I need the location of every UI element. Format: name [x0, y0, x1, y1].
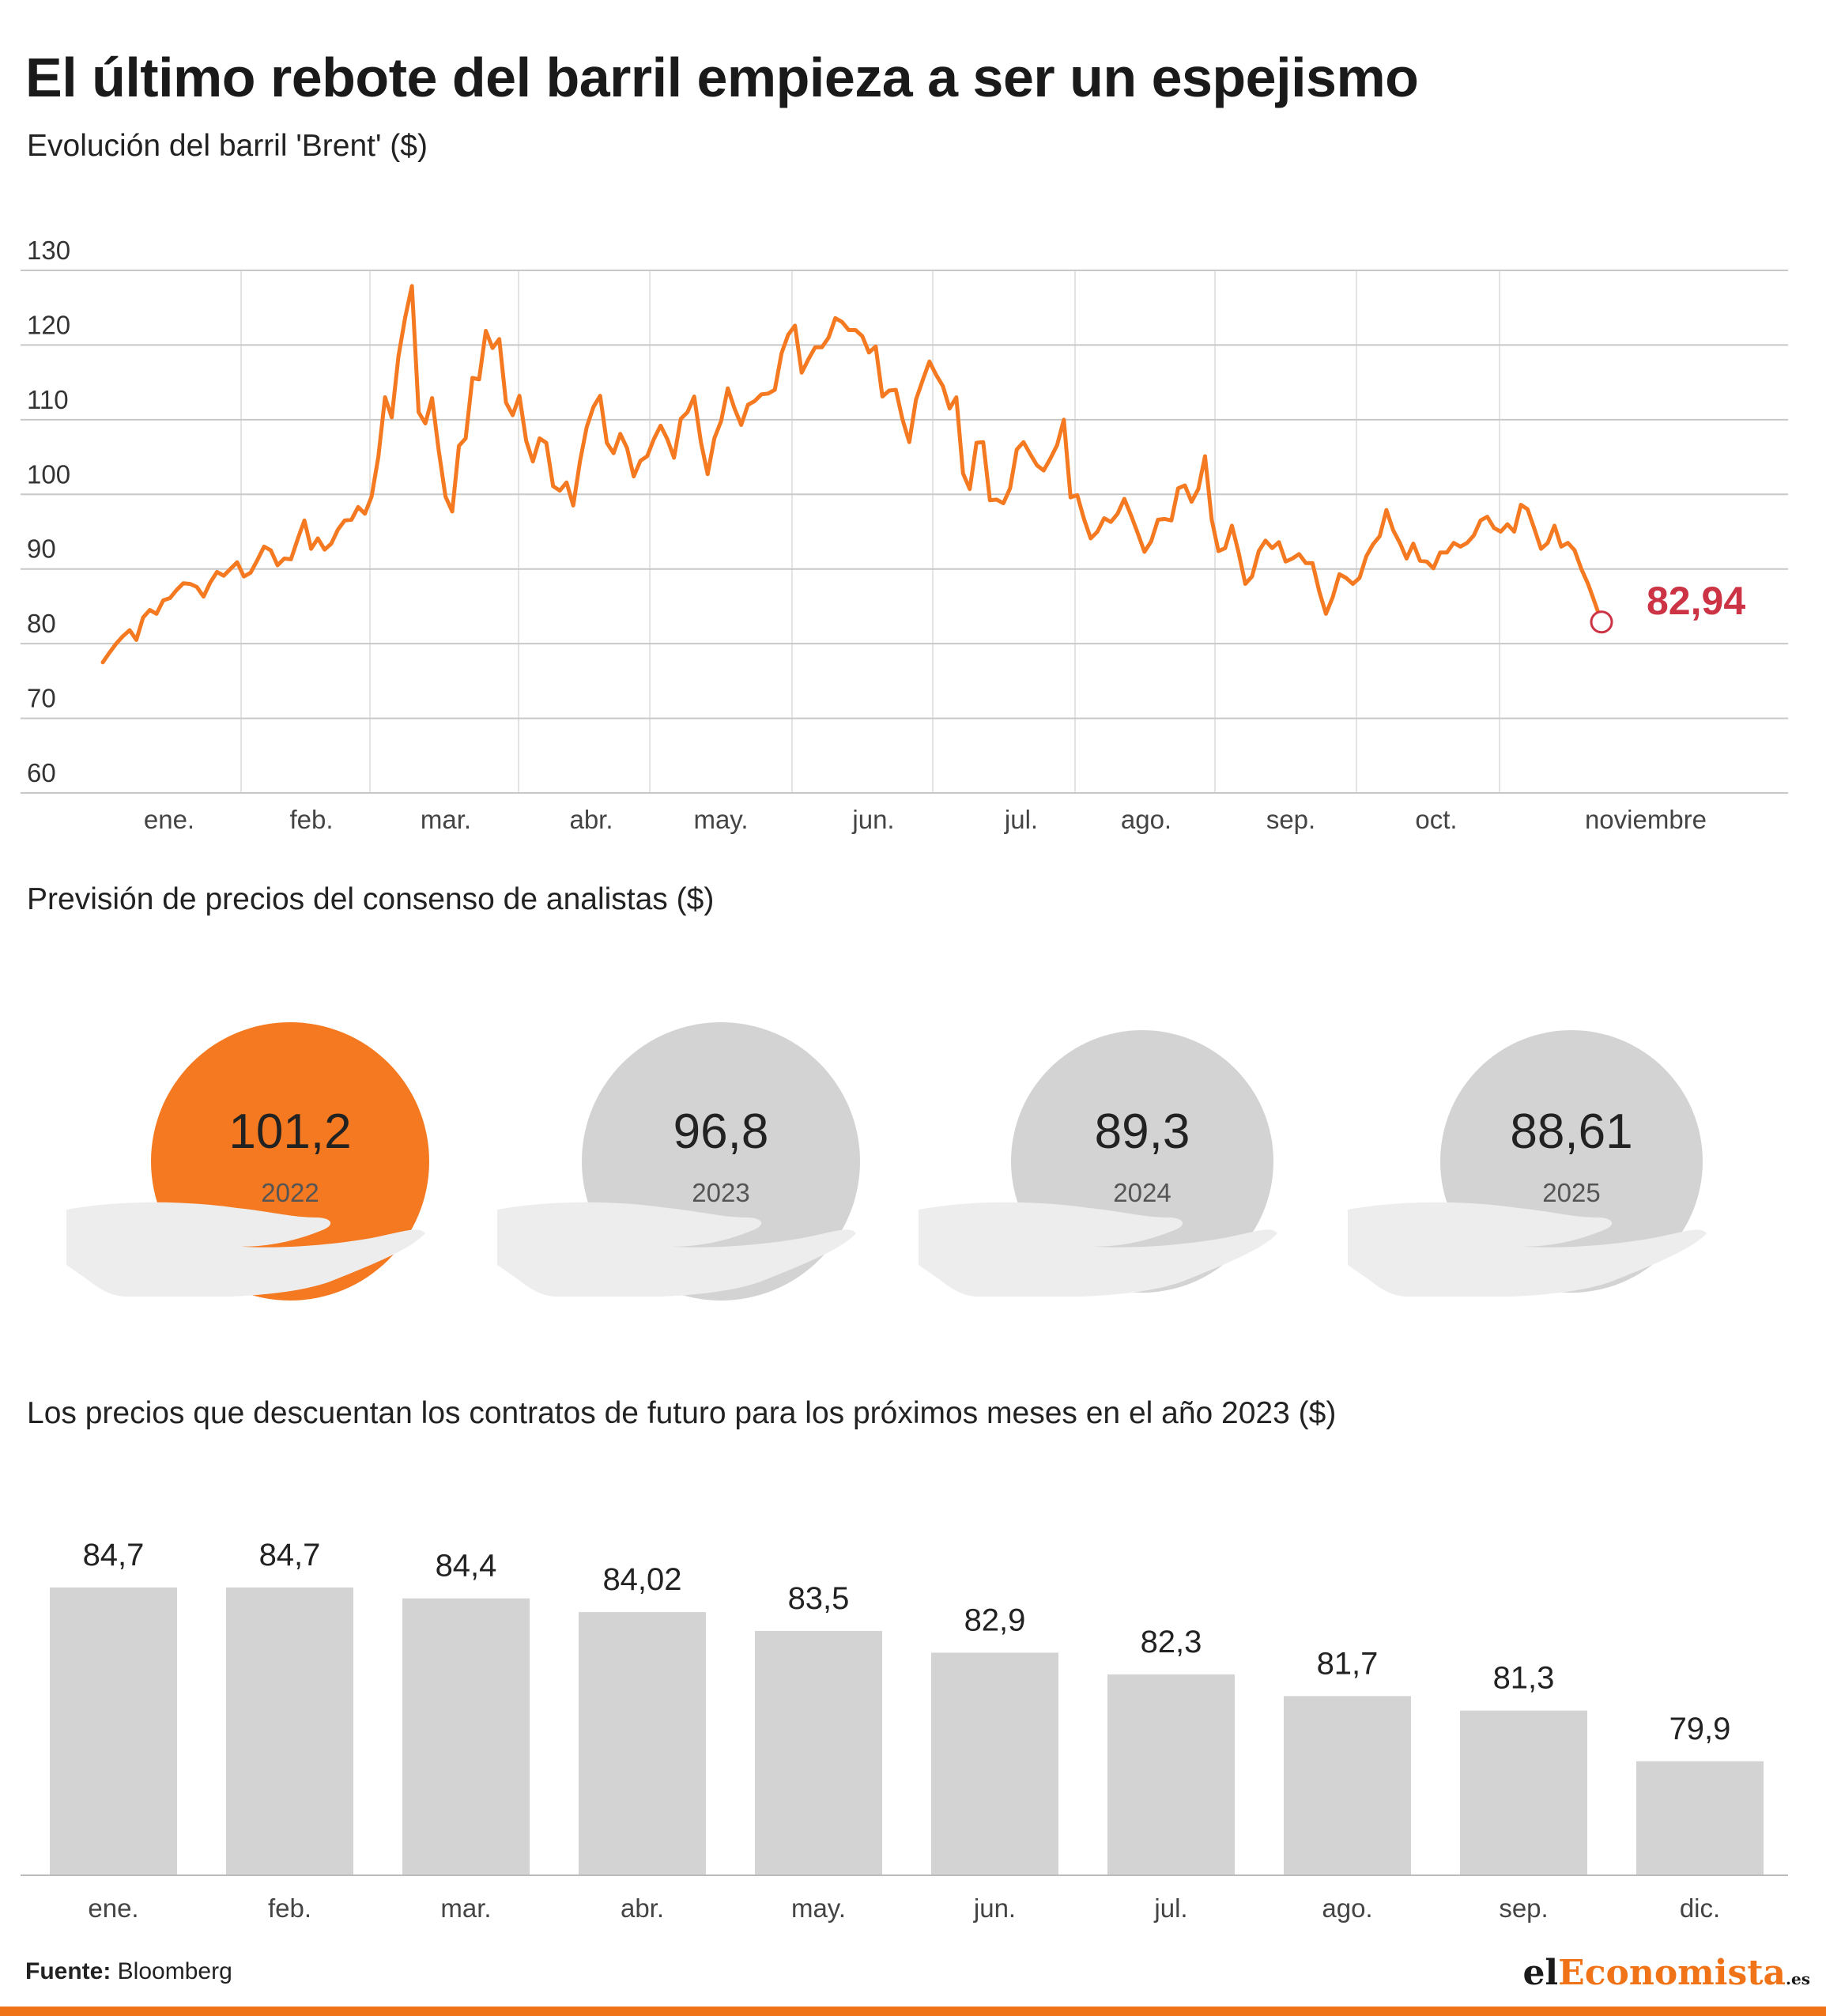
futures-bar-value: 81,7	[1317, 1646, 1379, 1681]
source-label: Fuente:	[25, 1958, 111, 1984]
last-value-marker	[1590, 610, 1613, 634]
y-tick-label: 80	[27, 609, 56, 638]
brent-chart-subtitle: Evolución del barril 'Brent' ($)	[27, 129, 428, 163]
forecast-value: 101,2	[228, 1104, 351, 1159]
x-tick-label: noviembre	[1585, 805, 1707, 834]
y-tick-label: 90	[27, 534, 56, 564]
hand-icon	[497, 1202, 856, 1297]
source-note: Fuente: Bloomberg	[25, 1958, 232, 1985]
x-tick-label: mar.	[421, 805, 471, 834]
x-tick-label: ene.	[144, 805, 194, 834]
forecast-value: 88,61	[1510, 1104, 1632, 1159]
brent-line-chart: 130 120 110 100 90 80 70 60 ene. feb. mar. abr. may.…	[21, 236, 1788, 834]
forecast-item-2024: 89,3 2024	[919, 1030, 1277, 1297]
forecast-year: 2024	[1113, 1178, 1171, 1207]
futures-bar	[402, 1598, 530, 1875]
futures-bar-value: 84,7	[259, 1538, 321, 1572]
futures-x-label: mar.	[440, 1893, 491, 1923]
forecast-bubbles: 101,2 2022 96,8 2023 89,3 2024 88,61 2025	[66, 1022, 1707, 1301]
forecast-item-2022: 101,2 2022	[66, 1022, 429, 1301]
futures-bar	[755, 1630, 882, 1875]
futures-bar-value: 79,9	[1669, 1712, 1731, 1746]
futures-bar	[1284, 1696, 1411, 1875]
y-tick-label: 120	[27, 310, 70, 339]
futures-x-label: may.	[791, 1893, 846, 1923]
y-tick-label: 100	[27, 459, 70, 489]
futures-x-label: ago.	[1322, 1893, 1372, 1923]
x-tick-label: sep.	[1266, 805, 1315, 834]
futures-x-label: feb.	[268, 1893, 311, 1923]
y-tick-label: 60	[27, 758, 56, 787]
hand-icon	[919, 1202, 1277, 1297]
hand-icon	[1348, 1202, 1707, 1297]
futures-x-label: abr.	[621, 1893, 664, 1923]
forecast-year: 2025	[1542, 1178, 1600, 1207]
futures-bar	[579, 1612, 706, 1875]
y-tick-label: 130	[27, 236, 70, 265]
futures-bar-value: 84,02	[602, 1562, 681, 1597]
futures-bar-value: 83,5	[788, 1581, 850, 1616]
futures-bar-value: 81,3	[1493, 1661, 1555, 1696]
last-value-label: 82,94	[1647, 579, 1745, 623]
futures-bar-value: 84,7	[83, 1538, 145, 1572]
futures-bar-value: 82,3	[1141, 1625, 1202, 1659]
x-tick-label: jul.	[1004, 805, 1038, 834]
x-tick-label: may.	[693, 805, 748, 834]
x-tick-label: ago.	[1121, 805, 1171, 834]
futures-bar	[50, 1588, 177, 1875]
futures-bar-value: 82,9	[964, 1603, 1026, 1637]
forecast-value: 96,8	[673, 1104, 769, 1159]
forecast-item-2025: 88,61 2025	[1348, 1030, 1707, 1297]
eleconomista-logo[interactable]: elEconomista.es	[1522, 1953, 1810, 1993]
futures-x-label: jul.	[1153, 1893, 1187, 1923]
futures-bar	[1636, 1761, 1764, 1875]
forecast-item-2023: 96,8 2023	[497, 1022, 860, 1301]
hand-icon	[66, 1202, 425, 1297]
futures-bar	[931, 1652, 1058, 1875]
forecast-value: 89,3	[1095, 1104, 1190, 1159]
futures-x-label: dic.	[1680, 1893, 1720, 1923]
x-tick-label: feb.	[289, 805, 333, 834]
x-tick-label: oct.	[1415, 805, 1457, 834]
x-tick-label: abr.	[569, 805, 613, 834]
forecast-year: 2022	[261, 1178, 319, 1207]
source-value: Bloomberg	[117, 1958, 232, 1984]
futures-bar-value: 84,4	[436, 1549, 497, 1584]
futures-x-label: ene.	[88, 1893, 138, 1923]
futures-x-label: jun.	[973, 1893, 1016, 1923]
futures-x-label: sep.	[1499, 1893, 1548, 1923]
x-tick-label: jun.	[851, 805, 894, 834]
forecast-year: 2023	[692, 1178, 749, 1207]
futures-bar	[1460, 1710, 1587, 1875]
forecast-subtitle: Previsión de precios del consenso de ana…	[27, 882, 715, 916]
y-tick-label: 110	[27, 385, 69, 414]
futures-bar-chart: 84,7 ene. 84,7 feb. 84,4 mar. 84,02 abr. 83,5 may…	[21, 1538, 1788, 1923]
futures-subtitle: Los precios que descuentan los contratos…	[27, 1396, 1337, 1430]
brent-series-line	[100, 284, 1604, 665]
y-tick-label: 70	[27, 684, 56, 713]
page-title: El último rebote del barril empieza a se…	[25, 47, 1419, 108]
futures-bar	[1107, 1674, 1235, 1875]
futures-bar	[226, 1588, 353, 1875]
bottom-accent-bar	[0, 2007, 1826, 2016]
